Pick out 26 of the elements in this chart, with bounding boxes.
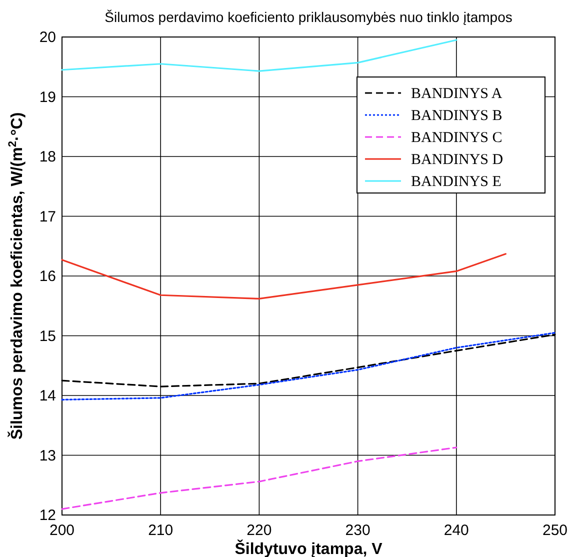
x-tick-label: 240: [444, 522, 469, 539]
x-tick-label: 220: [246, 522, 272, 539]
line-series: [61, 332, 556, 400]
y-tick-label: 15: [39, 328, 56, 345]
y-tick-label: 14: [39, 388, 56, 404]
x-tick-label: 200: [49, 522, 75, 539]
legend-label: BANDINYS E: [411, 174, 502, 190]
y-tick-label: 16: [39, 268, 56, 285]
y-tick-label: 20: [39, 29, 56, 46]
line-series: [61, 39, 458, 72]
y-tick-label: 18: [39, 148, 56, 166]
x-tick-label: 250: [542, 522, 568, 539]
legend-label: BANDINYS C: [411, 130, 502, 146]
legend-label: BANDINYS B: [411, 108, 502, 124]
y-tick-label: 19: [39, 88, 56, 106]
x-axis-title: Šildytuvo įtampa, V: [234, 539, 383, 557]
y-tick-label: 17: [39, 208, 56, 226]
chart-title: Šilumos perdavimo koeficiento priklausomybės nuo tinklo įtampos: [104, 9, 512, 25]
line-series: [61, 446, 458, 510]
x-tick-label: 210: [148, 522, 174, 539]
line-series: [61, 253, 506, 300]
legend-label: BANDINYS D: [411, 152, 504, 168]
y-tick-label: 13: [39, 447, 56, 464]
x-tick-label: 230: [345, 522, 370, 539]
y-tick-label: 12: [39, 507, 56, 524]
legend-label: BANDINYS A: [411, 86, 502, 102]
